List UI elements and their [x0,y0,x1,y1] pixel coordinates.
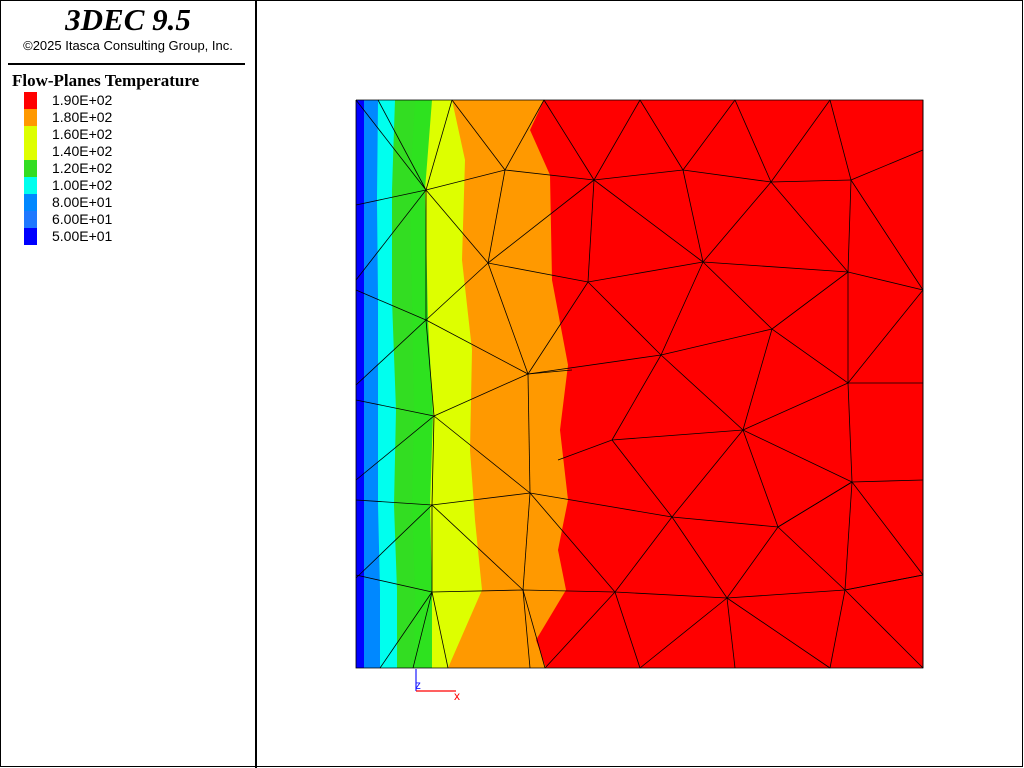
legend-title: Flow-Planes Temperature [12,71,200,90]
legend-swatch [24,228,37,245]
legend-label: 1.60E+02 [52,126,113,142]
flow-plane-mesh [355,99,924,669]
legend-swatch [24,194,37,211]
legend-swatch [24,92,37,109]
axis-x-label: x [454,689,460,703]
legend-label: 6.00E+01 [52,211,113,227]
legend-swatch [24,109,37,126]
axis-z-label: z [415,678,421,692]
legend-swatch [24,126,37,143]
panel-divider [255,0,257,768]
legend-label: 1.90E+02 [52,92,113,108]
legend-label: 1.80E+02 [52,109,113,125]
legend-swatch [24,143,37,160]
app-title: 3DEC 9.5 [65,2,191,37]
legend-label: 5.00E+01 [52,228,113,244]
band-50 [356,100,364,668]
contour-bands [356,100,923,668]
axis-triad [415,669,456,692]
legend-swatch [24,211,37,228]
copyright-text: ©2025 Itasca Consulting Group, Inc. [23,38,233,53]
legend-label: 1.20E+02 [52,160,113,176]
title-rule [8,63,245,65]
legend-swatch [24,177,37,194]
legend-label: 8.00E+01 [52,194,113,210]
legend-label: 1.00E+02 [52,177,113,193]
legend-label: 1.40E+02 [52,143,113,159]
legend-swatch [24,160,37,177]
